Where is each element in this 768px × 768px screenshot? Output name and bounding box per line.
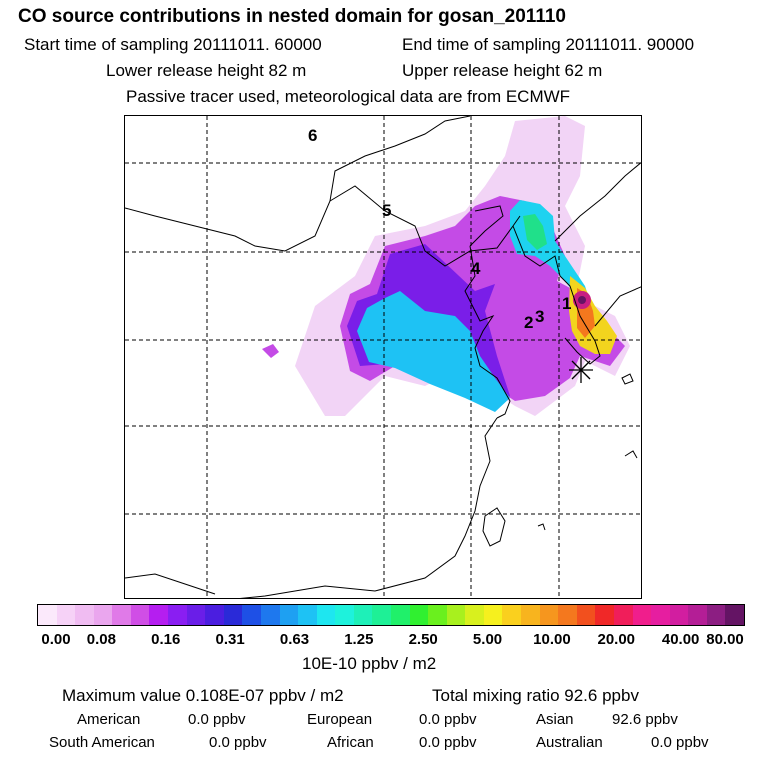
maximum-value: Maximum value 0.108E-07 ppbv / m2 xyxy=(62,686,344,705)
colorbar-cell xyxy=(316,605,336,625)
colorbar-cell xyxy=(409,605,429,625)
colorbar-tick-label: 40.00 xyxy=(661,631,700,648)
colorbar-cell xyxy=(130,605,150,625)
region-label-2: 2 xyxy=(524,313,534,332)
region-name-australian: Australian xyxy=(536,734,603,751)
colorbar-cell xyxy=(56,605,76,625)
map-panel: 6 5 4 1 2 3 xyxy=(124,115,642,599)
coastlines xyxy=(125,116,641,598)
colorbar-cell xyxy=(669,605,689,625)
colorbar-tick-label: 2.50 xyxy=(408,631,438,648)
colorbar-cell xyxy=(93,605,113,625)
colorbar-tick-label: 0.31 xyxy=(215,631,245,648)
map-svg xyxy=(125,116,641,598)
region-label-4: 4 xyxy=(471,259,481,278)
colorbar-cell xyxy=(168,605,187,625)
colorbar-cell xyxy=(725,605,744,625)
colorbar-cell xyxy=(353,605,373,625)
colorbar-cell xyxy=(446,605,466,625)
region-name-american: American xyxy=(77,711,141,728)
region-label-3: 3 xyxy=(535,307,545,326)
colorbar-cell xyxy=(688,605,707,625)
colorbar-tick-label: 20.00 xyxy=(597,631,636,648)
upper-release-height: Upper release height 62 m xyxy=(402,61,603,80)
colorbar-cell xyxy=(576,605,596,625)
region-name-european: European xyxy=(307,711,373,728)
colorbar-cell xyxy=(205,605,224,625)
colorbar-cell xyxy=(632,605,652,625)
region-value-african: 0.0 ppbv xyxy=(419,734,477,751)
region-label-1: 1 xyxy=(562,294,572,313)
plume-blob-west xyxy=(262,344,279,358)
colorbar-tick-label: 0.16 xyxy=(151,631,181,648)
total-mixing-ratio: Total mixing ratio 92.6 ppbv xyxy=(432,686,639,705)
region-value-american: 0.0 ppbv xyxy=(188,711,246,728)
colorbar-tick-label: 0.00 xyxy=(41,631,71,648)
colorbar-cell xyxy=(465,605,484,625)
colorbar-cell xyxy=(38,605,57,625)
colorbar-tick-label: 5.00 xyxy=(472,631,503,648)
colorbar-tick-label: 10.00 xyxy=(533,631,571,648)
colorbar-cell xyxy=(242,605,261,625)
colorbar-cell xyxy=(75,605,94,625)
colorbar-unit: 10E-10 ppbv / m2 xyxy=(302,654,437,673)
colorbar-tick-label: 1.25 xyxy=(344,631,374,648)
plume-green-core xyxy=(523,214,547,250)
colorbar-cell xyxy=(260,605,280,625)
colorbar-cell xyxy=(483,605,503,625)
map-title: CO source contributions in nested domain… xyxy=(18,6,566,27)
region-name-south-american: South American xyxy=(49,734,155,751)
colorbar-cell xyxy=(186,605,206,625)
region-name-african: African xyxy=(327,734,374,751)
region-value-australian: 0.0 ppbv xyxy=(651,734,709,751)
colorbar-cell xyxy=(390,605,410,625)
colorbar-cell xyxy=(149,605,169,625)
colorbar-cell xyxy=(595,605,614,625)
region-value-asian: 92.6 ppbv xyxy=(612,711,678,728)
colorbar xyxy=(37,604,745,626)
colorbar-cell xyxy=(372,605,391,625)
plume-layer xyxy=(262,116,630,416)
colorbar-tick-label: 0.08 xyxy=(86,631,116,648)
colorbar-cell xyxy=(335,605,354,625)
plume-cyan-south xyxy=(357,291,510,412)
end-time-label: End time of sampling 20111011. 90000 xyxy=(402,35,695,54)
colorbar-cell xyxy=(651,605,670,625)
region-value-south-american: 0.0 ppbv xyxy=(209,734,267,751)
asterisk-icon xyxy=(569,357,593,383)
region-value-european: 0.0 ppbv xyxy=(419,711,477,728)
tracer-note: Passive tracer used, meteorological data… xyxy=(126,87,571,106)
colorbar-cell xyxy=(112,605,131,625)
colorbar-cell xyxy=(502,605,522,625)
colorbar-cell xyxy=(539,605,559,625)
region-label-6: 6 xyxy=(308,126,318,145)
region-label-5: 5 xyxy=(382,201,392,220)
lower-release-height: Lower release height 82 m xyxy=(106,61,307,80)
colorbar-cell xyxy=(223,605,243,625)
colorbar-cell xyxy=(521,605,540,625)
colorbar-cell xyxy=(279,605,299,625)
colorbar-cell xyxy=(428,605,447,625)
colorbar-cell xyxy=(558,605,577,625)
colorbar-cell xyxy=(613,605,633,625)
colorbar-cell xyxy=(706,605,726,625)
colorbar-tick-label: 80.00 xyxy=(706,631,744,648)
colorbar-tick-label: 0.63 xyxy=(279,631,310,648)
graticule xyxy=(125,116,641,598)
colorbar-cell xyxy=(298,605,317,625)
region-name-asian: Asian xyxy=(536,711,574,728)
start-time-label: Start time of sampling 20111011. 60000 xyxy=(24,35,322,54)
